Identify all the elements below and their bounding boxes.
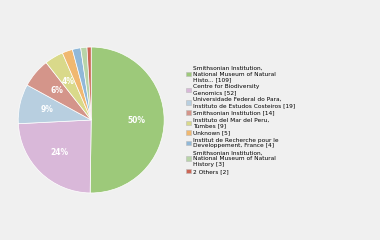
Text: 6%: 6% <box>50 86 63 95</box>
Wedge shape <box>18 85 91 124</box>
Text: 50%: 50% <box>127 116 146 125</box>
Wedge shape <box>73 48 91 120</box>
Wedge shape <box>62 49 91 120</box>
Wedge shape <box>27 63 91 120</box>
Wedge shape <box>18 120 91 193</box>
Wedge shape <box>87 47 91 120</box>
Wedge shape <box>90 47 164 193</box>
Text: 4%: 4% <box>62 77 74 86</box>
Wedge shape <box>46 53 91 120</box>
Wedge shape <box>81 47 91 120</box>
Text: 24%: 24% <box>51 148 69 157</box>
Text: 9%: 9% <box>41 105 54 114</box>
Legend: Smithsonian Institution,
National Museum of Natural
Histo... [109], Centre for B: Smithsonian Institution, National Museum… <box>185 65 296 175</box>
